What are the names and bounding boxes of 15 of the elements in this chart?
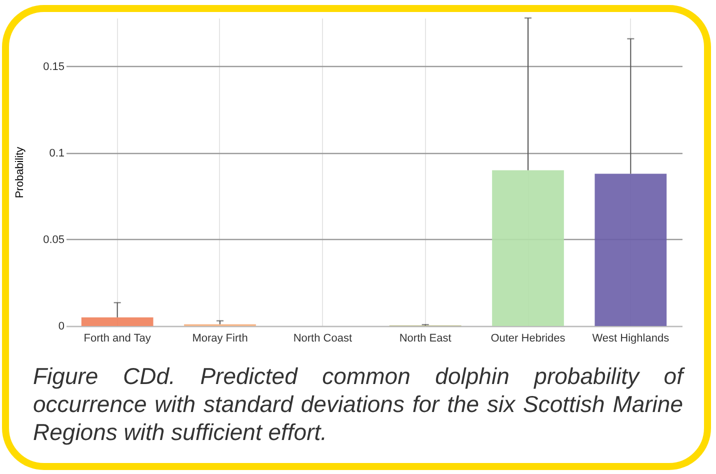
x-tick-label: North East bbox=[399, 332, 452, 344]
y-axis-title: Probability bbox=[14, 146, 26, 198]
x-tick-label: Moray Firth bbox=[192, 332, 248, 344]
bar bbox=[492, 170, 564, 326]
x-tick-label: West Highlands bbox=[592, 332, 670, 344]
bar bbox=[81, 317, 154, 326]
x-tick-label: North Coast bbox=[293, 332, 352, 344]
x-tick-label: Forth and Tay bbox=[84, 332, 152, 344]
text: Figure CDd. Predicted common dolphin probability of occurrence with standard deviations for the six Scottish Marine Regions with sufficient effort. bbox=[33, 362, 683, 446]
y-tick-label: 0 bbox=[58, 320, 64, 332]
y-tick-label: 0.05 bbox=[43, 234, 64, 246]
x-tick-label: Outer Hebrides bbox=[490, 332, 566, 344]
bar bbox=[594, 174, 667, 326]
y-tick-label: 0.1 bbox=[49, 147, 64, 160]
y-tick-label: 0.15 bbox=[43, 60, 64, 73]
